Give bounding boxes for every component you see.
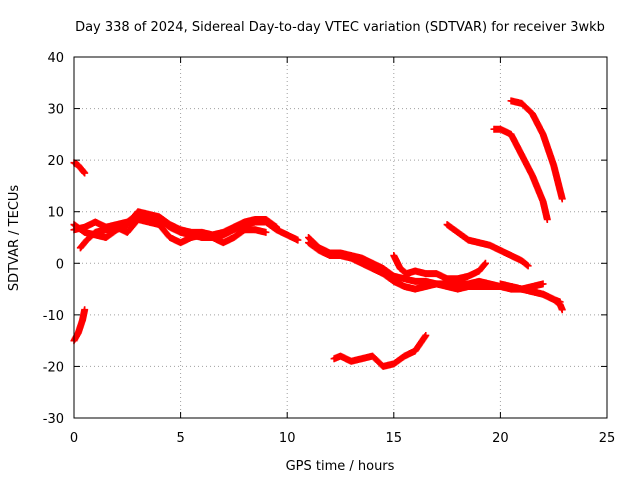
x-tick-label: 15 [386,431,403,446]
series-arc-12 [490,125,551,223]
x-tick-label: 5 [176,431,184,446]
series-arc-4 [70,159,89,177]
series-trace [71,159,88,176]
series-arc-8 [390,252,489,283]
y-tick-label: 10 [47,206,64,221]
y-tick-label: -10 [43,309,64,324]
y-axis-label: SDTVAR / TECUs [7,185,22,292]
grid [74,57,607,418]
x-tick-label: 0 [70,431,78,446]
y-tick-label: 20 [47,154,64,169]
x-tick-label: 25 [599,431,616,446]
series-arc-14 [330,331,430,370]
series-arc-3 [76,215,270,252]
series-trace [444,221,531,269]
axis-ticks: 0 5 10 15 20 25 -30 -20 -10 0 10 20 30 40 [43,51,616,446]
series-arc-7 [305,239,515,293]
series-trace [390,253,489,283]
series-trace [508,97,566,202]
data-markers [70,97,566,370]
series-trace [77,216,269,251]
plot-border [73,56,608,419]
y-tick-label: 30 [47,103,64,118]
y-tick-label: 40 [47,51,64,66]
y-tick-label: -30 [43,412,64,427]
y-tick-label: 0 [56,257,64,272]
series-trace [331,333,429,370]
series-arc-5 [70,306,89,345]
y-tick-label: -20 [43,360,64,375]
x-tick-label: 20 [492,431,509,446]
series-trace [498,280,563,306]
series-arc-9 [443,221,532,270]
series-trace [305,239,514,293]
series-trace [491,125,551,222]
series-trace [71,307,88,344]
series-arc-13 [507,97,566,203]
chart-title: Day 338 of 2024, Sidereal Day-to-day VTE… [75,20,605,35]
series-arc-11 [496,280,564,306]
x-axis-label: GPS time / hours [286,459,395,474]
x-tick-label: 10 [279,431,296,446]
